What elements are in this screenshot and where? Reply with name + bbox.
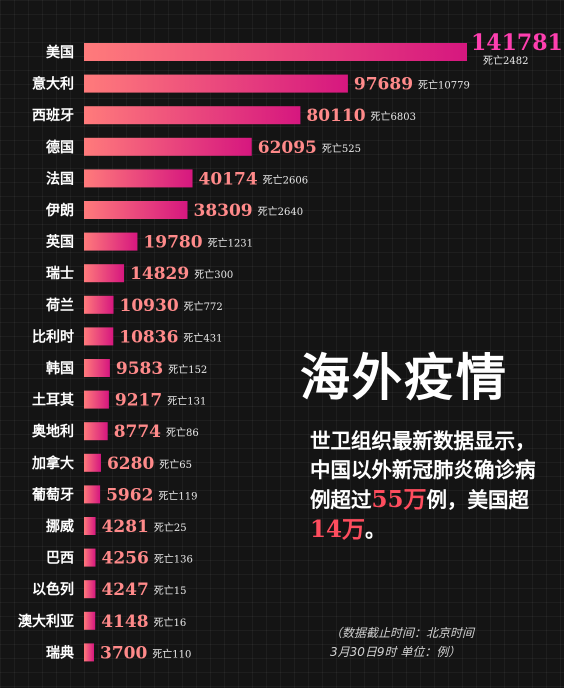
- bar: [84, 390, 109, 409]
- category-label: 韩国: [46, 360, 74, 377]
- category-label: 葡萄牙: [31, 486, 74, 503]
- bar: [84, 137, 252, 156]
- death-label: 死亡65: [159, 458, 192, 471]
- death-label: 死亡2482: [483, 54, 528, 67]
- value-label: 38309: [193, 201, 252, 221]
- category-label: 法国: [46, 170, 74, 187]
- category-label: 比利时: [32, 328, 74, 345]
- death-label: 死亡300: [194, 268, 233, 281]
- death-label: 死亡25: [154, 521, 187, 534]
- death-label: 死亡119: [158, 489, 197, 502]
- bar: [84, 485, 101, 504]
- category-label: 英国: [45, 234, 74, 251]
- category-label: 巴西: [46, 551, 74, 567]
- death-label: 死亡152: [168, 363, 207, 376]
- category-label: 土耳其: [32, 392, 74, 409]
- category-label: 瑞典: [46, 644, 74, 661]
- value-label: 9583: [116, 359, 163, 379]
- bar: [84, 201, 188, 219]
- category-label: 奥地利: [32, 423, 74, 440]
- headline: 海外疫情: [300, 348, 508, 407]
- value-label: 141781: [471, 30, 563, 56]
- value-label: 40174: [199, 169, 258, 189]
- value-label: 4247: [101, 580, 148, 600]
- value-label: 10836: [119, 327, 178, 347]
- bar: [84, 548, 96, 567]
- bar: [84, 517, 96, 535]
- value-label: 4148: [101, 612, 148, 632]
- value-label: 3700: [100, 643, 147, 663]
- category-label: 伊朗: [45, 202, 74, 219]
- bar: [84, 43, 467, 61]
- description-highlight-usa: 14万: [310, 516, 366, 543]
- bar: [84, 327, 114, 346]
- death-label: 死亡1231: [208, 237, 253, 250]
- note-line-1: （数据截止时间：北京时间: [330, 626, 475, 640]
- bar: [84, 580, 96, 599]
- category-label: 意大利: [32, 76, 74, 93]
- death-label: 死亡525: [322, 142, 361, 155]
- death-label: 死亡131: [167, 395, 206, 408]
- death-label: 死亡6803: [371, 110, 416, 123]
- bar: [84, 232, 138, 251]
- bar: [84, 74, 348, 93]
- data-source-note: （数据截止时间：北京时间 3月30日9时 单位：例）: [330, 624, 550, 662]
- value-label: 4281: [102, 517, 149, 537]
- bar: [84, 295, 114, 314]
- death-label: 死亡772: [184, 300, 223, 313]
- description-highlight-total: 55万: [371, 486, 427, 513]
- death-label: 死亡10779: [418, 79, 470, 92]
- death-label: 死亡15: [154, 584, 187, 597]
- value-label: 10930: [120, 296, 179, 316]
- value-label: 80110: [306, 106, 365, 126]
- death-label: 死亡16: [154, 616, 187, 629]
- bar: [84, 264, 125, 283]
- value-label: 4256: [101, 549, 148, 569]
- category-label: 德国: [46, 139, 74, 156]
- bar: [84, 611, 96, 630]
- category-label: 美国: [46, 44, 74, 61]
- value-label: 8774: [114, 422, 161, 442]
- bar: [84, 106, 301, 125]
- value-label: 19780: [143, 233, 202, 253]
- value-label: 97689: [354, 75, 413, 95]
- category-label: 挪威: [46, 518, 74, 535]
- bar: [84, 453, 101, 472]
- description-part-1: 世卫组织最新数据显示，中国以外新冠肺炎确诊病例超过: [310, 429, 536, 512]
- description-part-2: 例，美国超: [426, 488, 530, 512]
- category-label: 以色列: [32, 581, 74, 598]
- category-label: 澳大利亚: [18, 613, 74, 630]
- category-label: 西班牙: [32, 107, 74, 124]
- death-label: 死亡431: [183, 331, 222, 344]
- death-label: 死亡2606: [263, 173, 308, 186]
- value-label: 6280: [107, 454, 154, 474]
- death-label: 死亡2640: [258, 205, 303, 218]
- category-label: 瑞士: [46, 265, 74, 282]
- category-label: 荷兰: [45, 297, 74, 314]
- bar: [84, 643, 94, 662]
- note-line-2: 3月30日9时 单位：例）: [330, 645, 461, 659]
- description: 世卫组织最新数据显示，中国以外新冠肺炎确诊病例超过55万例，美国超 14万。: [310, 427, 554, 545]
- category-label: 加拿大: [31, 455, 74, 472]
- death-label: 死亡86: [166, 426, 199, 439]
- description-part-3: 。: [365, 518, 386, 542]
- value-label: 5962: [106, 485, 153, 505]
- value-label: 14829: [130, 264, 189, 284]
- death-label: 死亡136: [154, 553, 193, 566]
- bar: [84, 169, 193, 188]
- death-label: 死亡110: [152, 647, 191, 660]
- value-label: 62095: [258, 138, 317, 158]
- bar: [84, 422, 108, 441]
- bar: [84, 359, 110, 377]
- value-label: 9217: [115, 391, 162, 411]
